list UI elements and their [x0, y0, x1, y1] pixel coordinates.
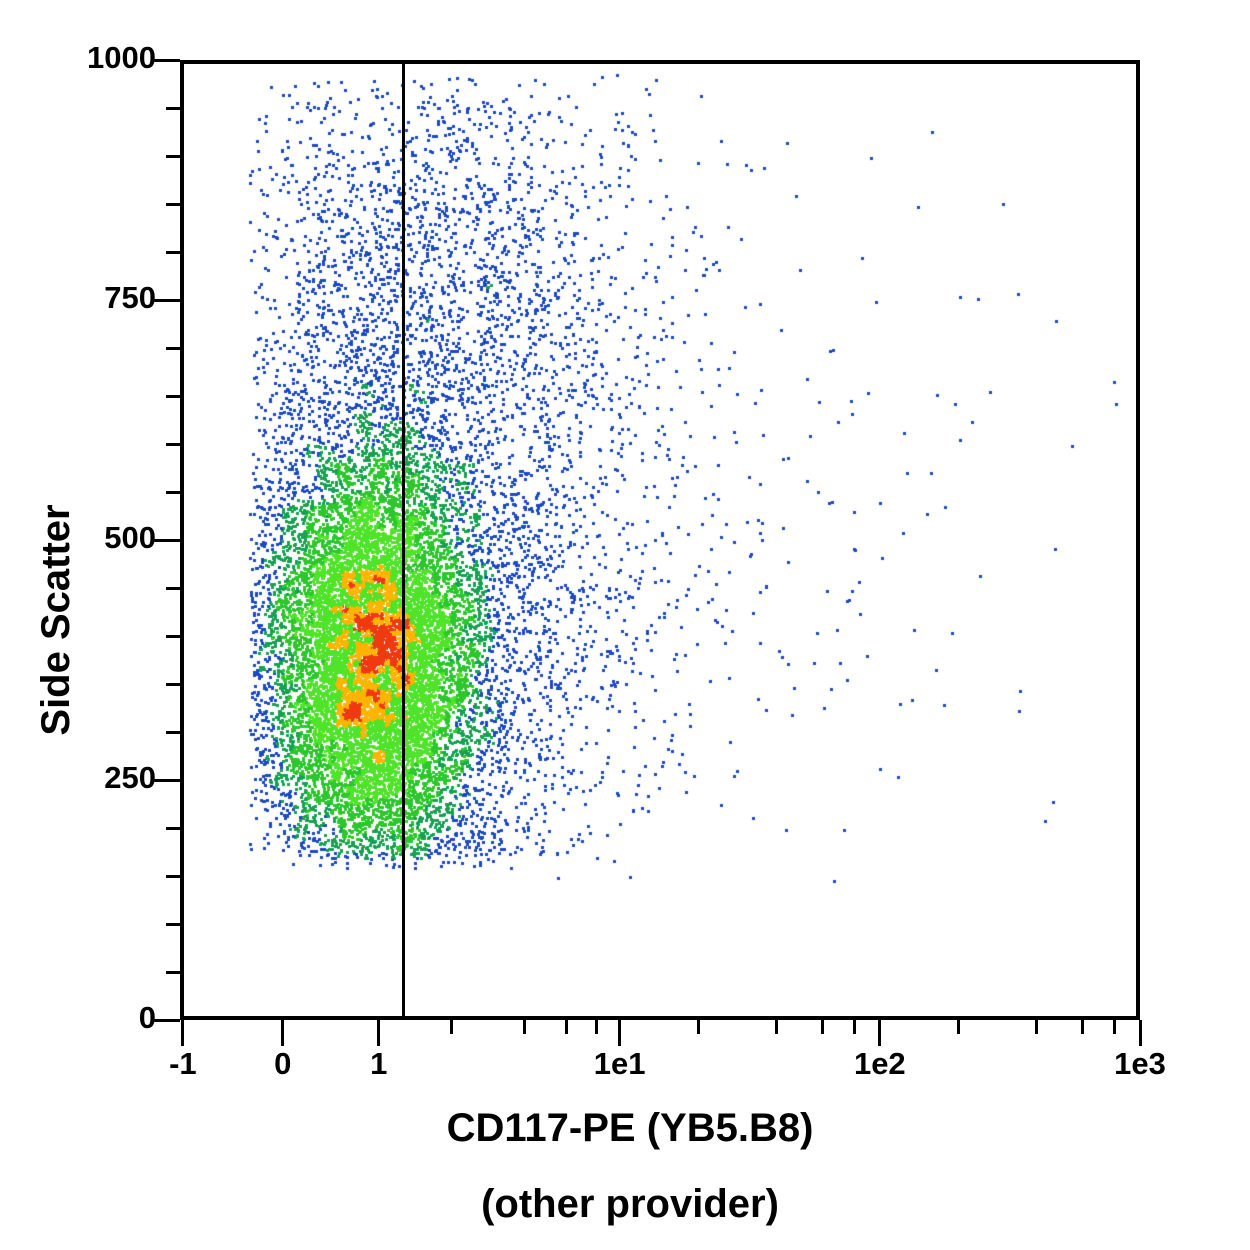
- y-axis-minor-tick: [166, 586, 180, 590]
- y-axis-major-tick: [154, 1018, 180, 1022]
- x-axis-minor-tick: [565, 1020, 569, 1034]
- x-axis-tick-label: 1e3: [1114, 1046, 1166, 1081]
- x-axis-major-tick: [281, 1020, 285, 1046]
- y-axis-minor-tick: [166, 730, 180, 734]
- y-axis-minor-tick: [166, 250, 180, 254]
- y-axis-minor-tick: [166, 970, 180, 974]
- y-axis-minor-tick: [166, 826, 180, 830]
- y-axis-major-tick: [154, 298, 180, 302]
- y-axis-tick-label: 0: [138, 1000, 156, 1035]
- x-axis-title: CD117-PE (YB5.B8): [446, 1106, 814, 1150]
- x-axis-minor-tick: [1080, 1020, 1084, 1034]
- y-axis-tick-label: 500: [104, 520, 156, 555]
- x-axis-minor-tick: [450, 1020, 454, 1034]
- y-axis-minor-tick: [166, 442, 180, 446]
- y-axis-minor-tick: [166, 394, 180, 398]
- x-axis-major-tick: [878, 1020, 882, 1046]
- x-axis-minor-tick: [956, 1020, 960, 1034]
- x-axis-minor-tick: [1035, 1020, 1038, 1034]
- y-axis-minor-tick: [166, 874, 180, 878]
- x-axis-minor-tick: [696, 1020, 700, 1034]
- y-axis-minor-tick: [166, 634, 180, 638]
- x-axis-major-tick: [377, 1020, 381, 1046]
- x-axis-minor-tick: [595, 1020, 599, 1034]
- x-axis-major-tick: [1138, 1020, 1142, 1046]
- y-axis-tick-label: 1000: [87, 40, 156, 75]
- x-axis-minor-tick: [522, 1020, 526, 1034]
- x-axis-tick-label: 0: [274, 1046, 292, 1081]
- y-axis-minor-tick: [166, 922, 180, 926]
- y-axis-minor-tick: [166, 682, 180, 686]
- y-axis-minor-tick: [166, 154, 180, 158]
- gate-line: [402, 60, 405, 1020]
- x-axis-minor-tick: [853, 1020, 857, 1034]
- x-axis-major-tick: [181, 1020, 185, 1046]
- y-axis-major-tick: [154, 58, 180, 62]
- y-axis-minor-tick: [166, 346, 180, 350]
- y-axis-minor-tick: [166, 202, 180, 206]
- y-axis-tick-label: 750: [104, 280, 156, 315]
- y-axis-major-tick: [154, 778, 180, 782]
- x-axis-tick-label: 1e2: [853, 1046, 906, 1081]
- y-axis-minor-tick: [166, 106, 180, 110]
- x-axis-minor-tick: [774, 1020, 778, 1034]
- x-axis-major-tick: [618, 1020, 622, 1046]
- x-axis-minor-tick: [1113, 1020, 1117, 1034]
- x-axis-minor-tick: [820, 1020, 824, 1034]
- x-axis-tick-label: 1e1: [593, 1046, 646, 1081]
- x-axis-tick-label: -1: [169, 1046, 197, 1081]
- x-axis-subtitle: (other provider): [481, 1182, 779, 1226]
- x-axis-tick-label: 1: [370, 1046, 388, 1081]
- y-axis-minor-tick: [166, 490, 180, 494]
- y-axis-tick-label: 250: [104, 760, 156, 795]
- y-axis-major-tick: [154, 538, 180, 542]
